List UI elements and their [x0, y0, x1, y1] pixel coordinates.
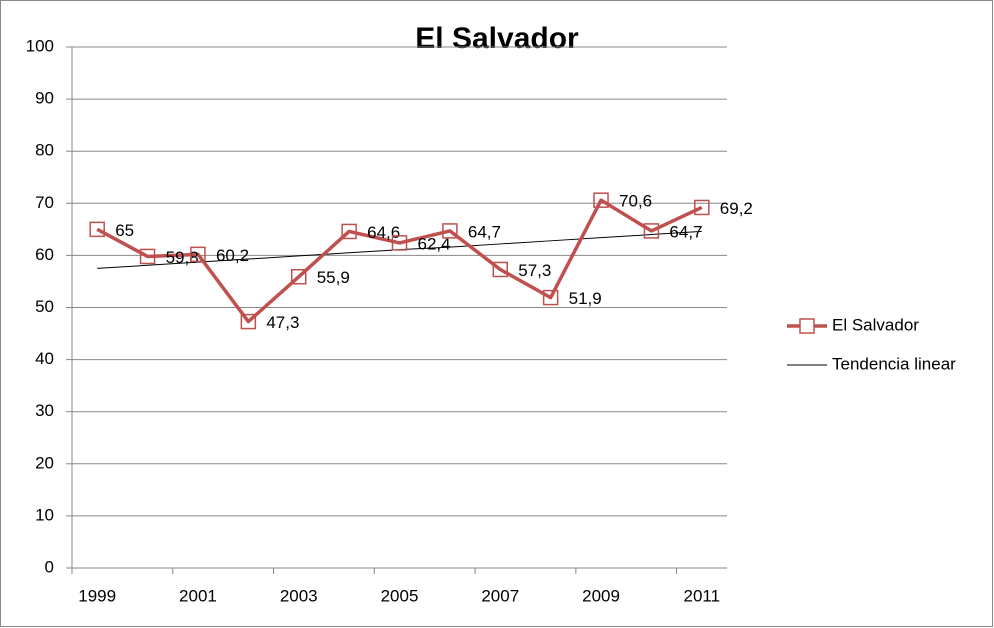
- marker: [341, 223, 357, 240]
- marker: [643, 223, 660, 239]
- y-tick-label: 50: [35, 297, 54, 316]
- x-tick-label: 2003: [280, 586, 318, 605]
- marker: [139, 248, 156, 265]
- x-tick-label: 2009: [582, 586, 620, 605]
- y-tick-label: 0: [45, 557, 54, 576]
- data-label: 60,2: [216, 246, 249, 265]
- x-tick-label: 1999: [78, 586, 116, 605]
- legend-label: Tendencia linear: [832, 354, 956, 373]
- data-label: 57,3: [518, 261, 551, 280]
- x-tick-label: 2005: [381, 586, 419, 605]
- data-label: 59,8: [166, 248, 199, 267]
- y-tick-label: 30: [35, 401, 54, 420]
- y-tick-label: 100: [26, 36, 54, 55]
- marker: [694, 199, 710, 216]
- y-tick-label: 20: [35, 453, 54, 472]
- marker: [442, 223, 458, 239]
- legend-label: El Salvador: [832, 315, 919, 334]
- data-label: 65: [115, 221, 134, 240]
- x-tick-label: 2011: [684, 586, 721, 605]
- data-label: 69,2: [720, 199, 753, 218]
- marker: [290, 269, 307, 285]
- marker: [89, 221, 105, 238]
- data-label: 62,4: [418, 234, 451, 253]
- y-tick-label: 60: [35, 245, 54, 264]
- legend-marker: [799, 318, 815, 334]
- series-line: [96, 198, 703, 324]
- y-tick-label: 40: [35, 349, 54, 368]
- marker: [593, 192, 609, 208]
- x-tick-label: 2007: [481, 586, 519, 605]
- marker: [190, 246, 206, 263]
- data-label: 64,6: [367, 223, 400, 242]
- y-tick-label: 70: [35, 193, 54, 212]
- data-label: 64,7: [468, 222, 501, 241]
- marker: [240, 313, 257, 330]
- x-tick-label: 2001: [179, 586, 217, 605]
- chart-title: El Salvador: [415, 22, 579, 55]
- data-label: 51,9: [569, 289, 602, 308]
- y-tick-label: 90: [35, 89, 54, 108]
- y-tick-label: 10: [35, 505, 54, 524]
- data-label: 55,9: [317, 268, 350, 287]
- y-tick-label: 80: [35, 141, 54, 160]
- data-label: 70,6: [619, 192, 652, 211]
- marker: [492, 261, 509, 278]
- marker: [391, 235, 408, 251]
- marker: [542, 289, 559, 306]
- data-label: 47,3: [266, 313, 299, 332]
- data-label: 64,7: [669, 222, 702, 241]
